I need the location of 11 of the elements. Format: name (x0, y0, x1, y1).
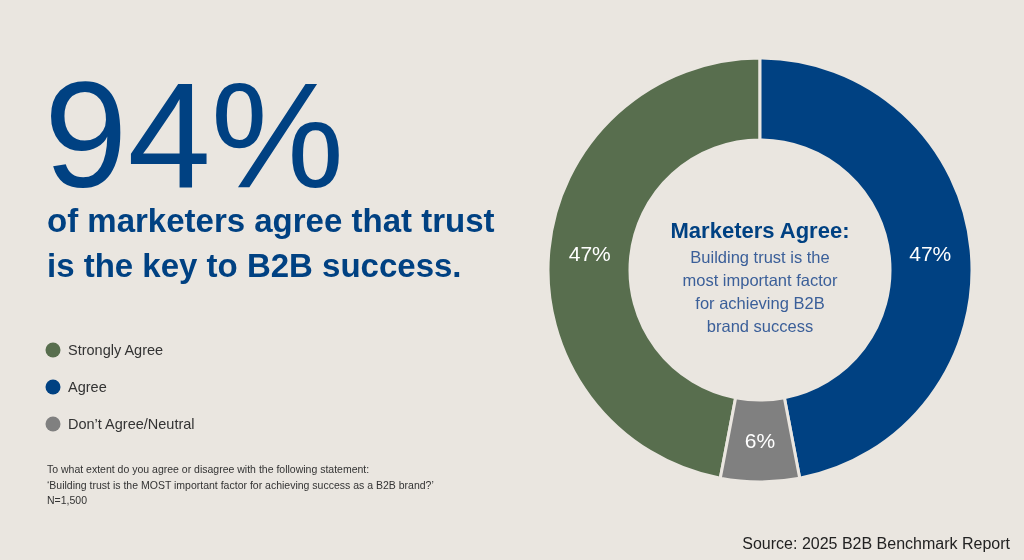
legend-label: Don’t Agree/Neutral (68, 416, 195, 432)
text: Building trust is the most important factor for achieving B2B brand success (682, 248, 838, 335)
text: N=1,500 (47, 494, 88, 506)
text: Marketers Agree: (670, 218, 850, 243)
data-label: 6% (744, 429, 776, 453)
text: To what extent do you agree or disagree with the following statement: ‘Building trust is the MOST important factor for achieving success as a B2B brand?’ (47, 463, 434, 491)
data-label: 47% (909, 242, 952, 266)
legend-label: Strongly Agree (68, 342, 164, 358)
data-label: 47% (568, 242, 611, 266)
source-note: Source: 2025 B2B Benchmark Report (742, 535, 1011, 552)
legend-label: Agree (68, 379, 107, 395)
